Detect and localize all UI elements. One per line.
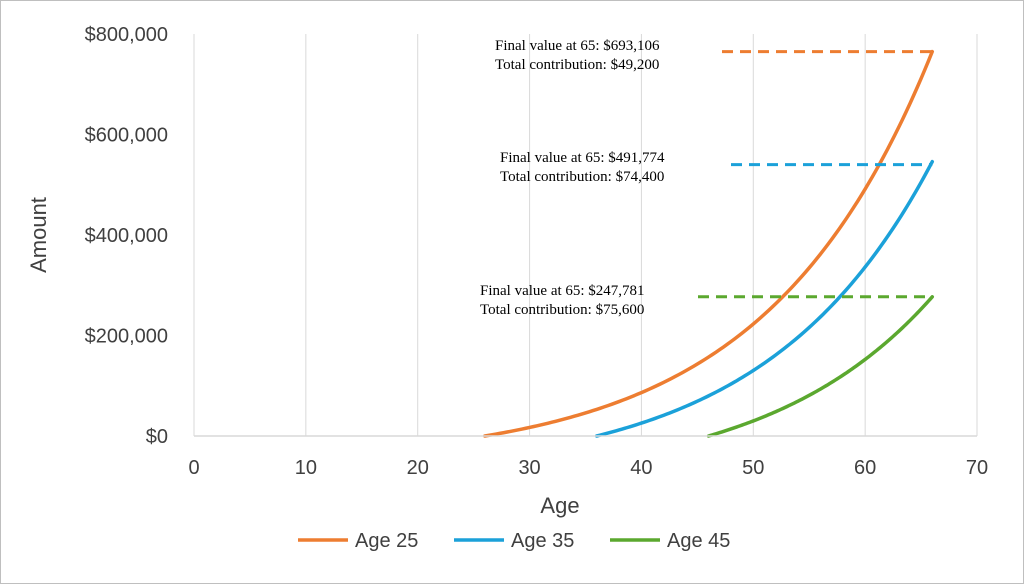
y-axis-title: Amount — [26, 197, 51, 273]
annotation-layer: Final value at 65: $693,106 Total contrib… — [480, 38, 665, 318]
y-tick-label: $400,000 — [85, 225, 168, 247]
grid-layer — [193, 34, 978, 436]
x-tick-label: 40 — [630, 457, 652, 479]
annotation-text: Total contribution: $49,200 — [495, 57, 659, 73]
annotation-text: Total contribution: $75,600 — [480, 302, 644, 318]
annotation-text: Final value at 65: $247,781 — [480, 283, 645, 299]
x-tick-label: 20 — [407, 457, 429, 479]
y-tick-label: $600,000 — [85, 125, 168, 147]
x-axis-title: Age — [540, 493, 579, 518]
y-tick-label: $800,000 — [85, 24, 168, 46]
legend: Age 25 Age 35 Age 45 — [298, 530, 730, 552]
x-tick-label: 30 — [518, 457, 540, 479]
x-tick-label: 60 — [854, 457, 876, 479]
legend-label: Age 35 — [511, 530, 574, 552]
annotation-text: Final value at 65: $693,106 — [495, 38, 660, 54]
y-tick-label: $200,000 — [85, 326, 168, 348]
legend-label: Age 45 — [667, 530, 730, 552]
series-layer — [483, 49, 935, 438]
series-line-age-25 — [483, 49, 935, 438]
axis-layer: 0 10 20 30 40 50 60 70 $0 $200,000 $400,000 $600,00… — [85, 24, 989, 479]
annotation-text: Final value at 65: $491,774 — [500, 150, 665, 166]
series-line-age-35 — [594, 159, 935, 438]
series-line-age-45 — [706, 295, 935, 438]
y-tick-label: $0 — [146, 426, 168, 448]
x-tick-label: 0 — [188, 457, 199, 479]
legend-label: Age 25 — [355, 530, 418, 552]
x-tick-label: 10 — [295, 457, 317, 479]
x-tick-label: 70 — [966, 457, 988, 479]
x-tick-label: 50 — [742, 457, 764, 479]
annotation-text: Total contribution: $74,400 — [500, 169, 664, 185]
